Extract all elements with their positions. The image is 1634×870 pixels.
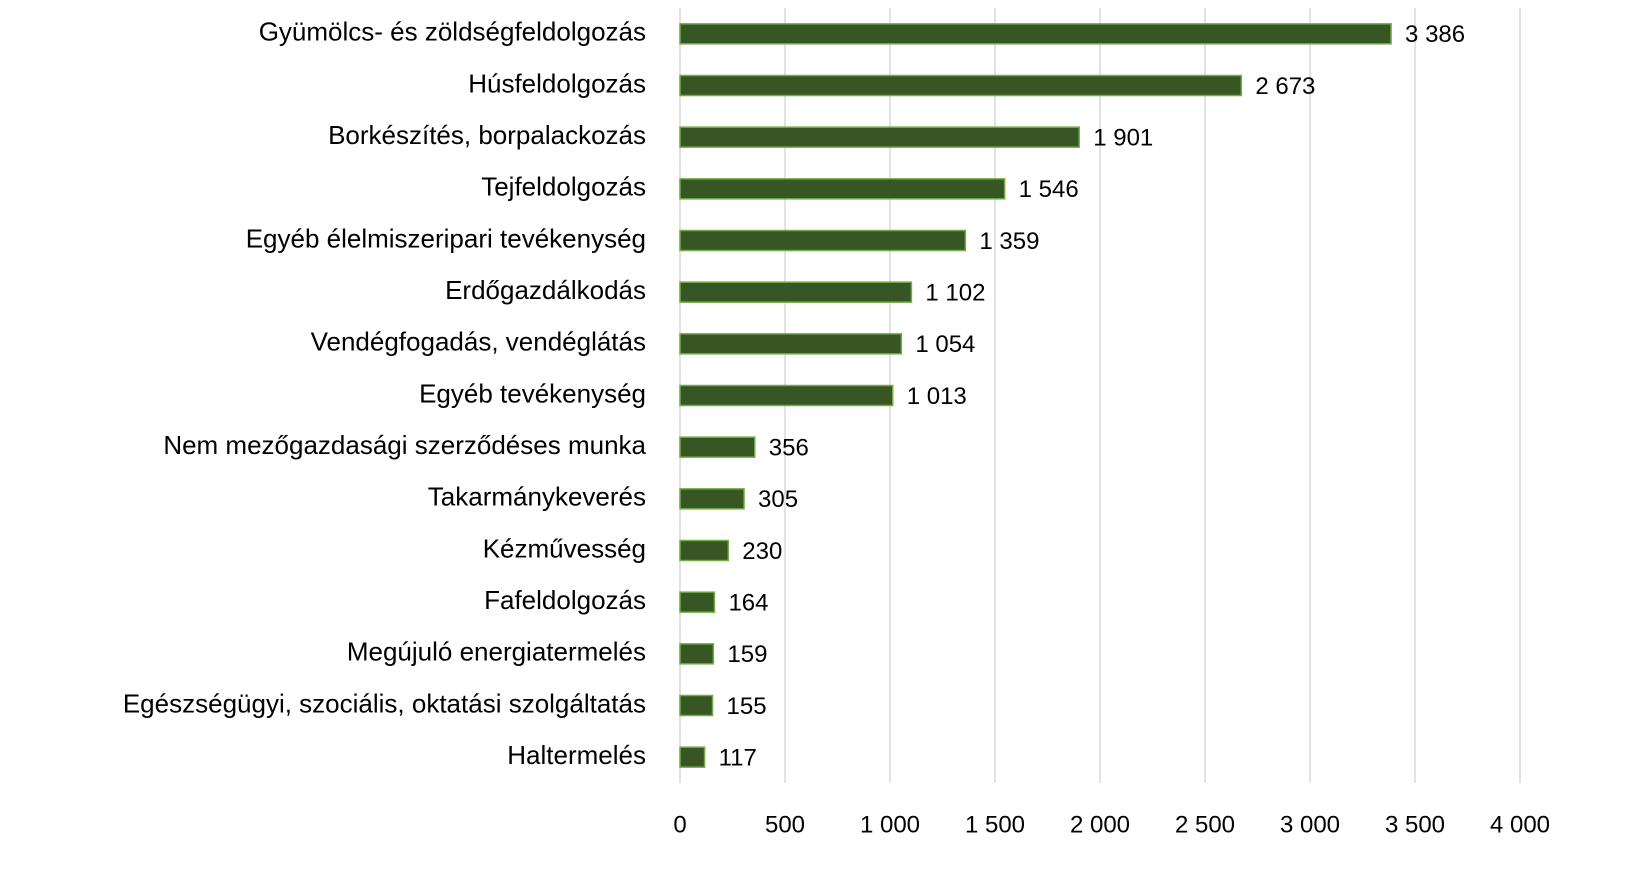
x-tick-label: 4 000	[1490, 811, 1550, 838]
value-label: 230	[742, 538, 782, 565]
y-tick-label: Borkészítés, borpalackozás	[328, 120, 646, 150]
y-tick-label: Fafeldolgozás	[484, 585, 646, 615]
bar	[679, 229, 967, 252]
bar	[679, 23, 1392, 45]
y-tick-label: Vendégfogadás, vendéglátás	[311, 327, 646, 357]
y-tick-label: Megújuló energiatermelés	[347, 637, 646, 667]
y-tick-label: Egyéb élelmiszeripari tevékenység	[246, 223, 646, 253]
value-label: 155	[727, 693, 767, 720]
value-label: 1 901	[1093, 125, 1153, 152]
value-label: 117	[719, 745, 757, 772]
x-tick-label: 2 500	[1175, 811, 1235, 838]
y-tick-label: Erdőgazdálkodás	[445, 275, 646, 305]
x-tick-label: 0	[673, 811, 686, 838]
y-tick-label: Húsfeldolgozás	[468, 68, 646, 98]
value-label: 356	[769, 435, 809, 462]
bar	[679, 126, 1080, 148]
y-tick-label: Haltermelés	[507, 740, 646, 770]
value-label: 1 359	[979, 228, 1039, 255]
value-label: 1 054	[915, 331, 975, 358]
value-label: 2 673	[1255, 73, 1315, 100]
x-tick-label: 3 500	[1385, 811, 1445, 838]
y-tick-label: Tejfeldolgozás	[481, 172, 646, 202]
y-tick-label: Takarmánykeverés	[428, 482, 646, 512]
bar	[679, 384, 894, 407]
value-label: 1 013	[907, 383, 967, 410]
bar	[679, 694, 714, 717]
bar	[679, 74, 1243, 97]
bar	[679, 591, 716, 613]
bar	[679, 539, 730, 562]
y-tick-label: Egészségügyi, szociális, oktatási szolgá…	[123, 688, 646, 718]
bar	[679, 643, 715, 665]
value-label: 1 102	[925, 280, 985, 307]
bar	[679, 178, 1006, 200]
bar	[679, 436, 756, 458]
value-label: 3 386	[1405, 21, 1465, 48]
value-label: 1 546	[1019, 176, 1079, 203]
x-tick-label: 2 000	[1070, 811, 1130, 838]
bar	[679, 333, 903, 355]
x-tick-label: 3 000	[1280, 811, 1340, 838]
x-tick-label: 1 500	[965, 811, 1025, 838]
y-tick-label: Kézművesség	[483, 533, 646, 563]
x-tick-label: 1 000	[860, 811, 920, 838]
y-tick-label: Gyümölcs- és zöldségfeldolgozás	[259, 17, 646, 47]
y-tick-label: Nem mezőgazdasági szerződéses munka	[163, 430, 646, 460]
bar	[679, 488, 745, 510]
value-label: 159	[727, 641, 767, 668]
value-label: 305	[758, 486, 798, 513]
bar	[679, 746, 706, 768]
value-label: 164	[728, 590, 768, 617]
bar	[679, 281, 913, 303]
x-tick-label: 500	[765, 811, 805, 838]
y-tick-label: Egyéb tevékenység	[419, 378, 646, 408]
